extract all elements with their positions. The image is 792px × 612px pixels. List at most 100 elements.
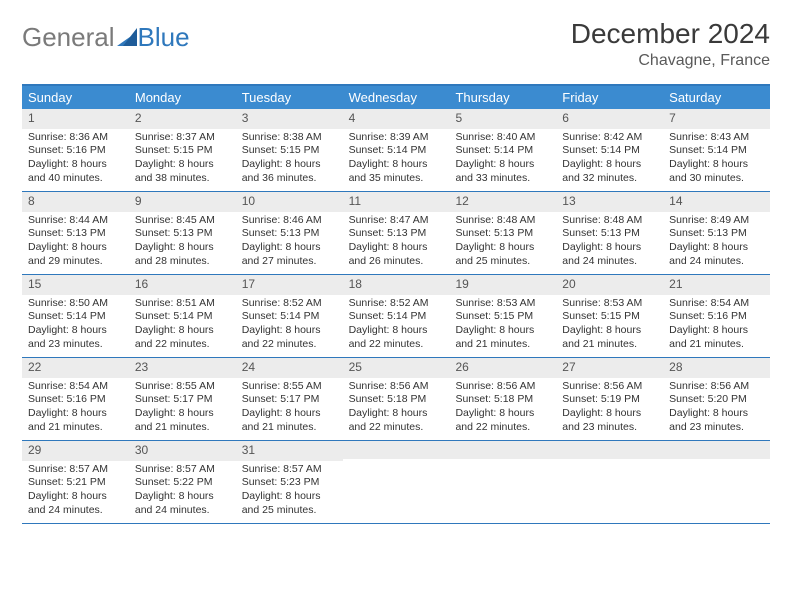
- daylight-line2: and 23 minutes.: [562, 421, 657, 435]
- sunrise-text: Sunrise: 8:56 AM: [455, 380, 550, 394]
- daylight-line1: Daylight: 8 hours: [242, 407, 337, 421]
- sunset-text: Sunset: 5:13 PM: [242, 227, 337, 241]
- daylight-line2: and 21 minutes.: [135, 421, 230, 435]
- sunset-text: Sunset: 5:18 PM: [349, 393, 444, 407]
- daylight-line2: and 25 minutes.: [455, 255, 550, 269]
- weekday-label: Saturday: [663, 86, 770, 109]
- sunrise-text: Sunrise: 8:40 AM: [455, 131, 550, 145]
- sunset-text: Sunset: 5:15 PM: [455, 310, 550, 324]
- daylight-line1: Daylight: 8 hours: [562, 324, 657, 338]
- calendar-week-row: 8Sunrise: 8:44 AMSunset: 5:13 PMDaylight…: [22, 192, 770, 275]
- sunrise-text: Sunrise: 8:49 AM: [669, 214, 764, 228]
- daylight-line1: Daylight: 8 hours: [135, 158, 230, 172]
- daylight-line1: Daylight: 8 hours: [455, 407, 550, 421]
- calendar-day-cell: 13Sunrise: 8:48 AMSunset: 5:13 PMDayligh…: [556, 192, 663, 274]
- day-content: Sunrise: 8:55 AMSunset: 5:17 PMDaylight:…: [236, 378, 343, 439]
- daylight-line1: Daylight: 8 hours: [562, 241, 657, 255]
- sunrise-text: Sunrise: 8:53 AM: [562, 297, 657, 311]
- day-number: 23: [129, 358, 236, 378]
- sunrise-text: Sunrise: 8:48 AM: [562, 214, 657, 228]
- sunset-text: Sunset: 5:13 PM: [28, 227, 123, 241]
- weekday-label: Monday: [129, 86, 236, 109]
- daylight-line2: and 22 minutes.: [349, 338, 444, 352]
- weekday-label: Thursday: [449, 86, 556, 109]
- brand-part1: General: [22, 22, 115, 53]
- calendar-day-cell: [449, 441, 556, 523]
- calendar-day-cell: 30Sunrise: 8:57 AMSunset: 5:22 PMDayligh…: [129, 441, 236, 523]
- day-number: 28: [663, 358, 770, 378]
- day-content: Sunrise: 8:53 AMSunset: 5:15 PMDaylight:…: [556, 295, 663, 356]
- day-number: [449, 441, 556, 459]
- sunrise-text: Sunrise: 8:55 AM: [135, 380, 230, 394]
- daylight-line1: Daylight: 8 hours: [242, 241, 337, 255]
- daylight-line2: and 24 minutes.: [562, 255, 657, 269]
- day-number: 24: [236, 358, 343, 378]
- calendar-day-cell: 15Sunrise: 8:50 AMSunset: 5:14 PMDayligh…: [22, 275, 129, 357]
- day-content: Sunrise: 8:36 AMSunset: 5:16 PMDaylight:…: [22, 129, 129, 190]
- day-content: Sunrise: 8:55 AMSunset: 5:17 PMDaylight:…: [129, 378, 236, 439]
- sunset-text: Sunset: 5:13 PM: [669, 227, 764, 241]
- calendar-grid: SundayMondayTuesdayWednesdayThursdayFrid…: [22, 84, 770, 524]
- daylight-line1: Daylight: 8 hours: [562, 158, 657, 172]
- sunset-text: Sunset: 5:22 PM: [135, 476, 230, 490]
- day-content: Sunrise: 8:49 AMSunset: 5:13 PMDaylight:…: [663, 212, 770, 273]
- day-content: Sunrise: 8:40 AMSunset: 5:14 PMDaylight:…: [449, 129, 556, 190]
- daylight-line2: and 23 minutes.: [28, 338, 123, 352]
- weekday-label: Sunday: [22, 86, 129, 109]
- day-number: 30: [129, 441, 236, 461]
- day-number: 5: [449, 109, 556, 129]
- day-content: Sunrise: 8:56 AMSunset: 5:19 PMDaylight:…: [556, 378, 663, 439]
- sunset-text: Sunset: 5:23 PM: [242, 476, 337, 490]
- calendar-day-cell: 27Sunrise: 8:56 AMSunset: 5:19 PMDayligh…: [556, 358, 663, 440]
- day-content: Sunrise: 8:46 AMSunset: 5:13 PMDaylight:…: [236, 212, 343, 273]
- day-number: 31: [236, 441, 343, 461]
- daylight-line1: Daylight: 8 hours: [135, 324, 230, 338]
- day-number: 4: [343, 109, 450, 129]
- day-number: 2: [129, 109, 236, 129]
- calendar-day-cell: 4Sunrise: 8:39 AMSunset: 5:14 PMDaylight…: [343, 109, 450, 191]
- daylight-line1: Daylight: 8 hours: [455, 241, 550, 255]
- daylight-line2: and 30 minutes.: [669, 172, 764, 186]
- sunrise-text: Sunrise: 8:54 AM: [669, 297, 764, 311]
- daylight-line2: and 29 minutes.: [28, 255, 123, 269]
- sunrise-text: Sunrise: 8:57 AM: [242, 463, 337, 477]
- sunrise-text: Sunrise: 8:52 AM: [349, 297, 444, 311]
- daylight-line2: and 24 minutes.: [135, 504, 230, 518]
- daylight-line1: Daylight: 8 hours: [28, 241, 123, 255]
- sunset-text: Sunset: 5:16 PM: [669, 310, 764, 324]
- day-number: 8: [22, 192, 129, 212]
- weekday-label: Tuesday: [236, 86, 343, 109]
- day-content: Sunrise: 8:37 AMSunset: 5:15 PMDaylight:…: [129, 129, 236, 190]
- day-content: Sunrise: 8:51 AMSunset: 5:14 PMDaylight:…: [129, 295, 236, 356]
- daylight-line1: Daylight: 8 hours: [28, 324, 123, 338]
- day-content: Sunrise: 8:56 AMSunset: 5:18 PMDaylight:…: [449, 378, 556, 439]
- daylight-line1: Daylight: 8 hours: [349, 324, 444, 338]
- sunrise-text: Sunrise: 8:47 AM: [349, 214, 444, 228]
- day-content: Sunrise: 8:52 AMSunset: 5:14 PMDaylight:…: [236, 295, 343, 356]
- calendar-day-cell: 1Sunrise: 8:36 AMSunset: 5:16 PMDaylight…: [22, 109, 129, 191]
- calendar-day-cell: 10Sunrise: 8:46 AMSunset: 5:13 PMDayligh…: [236, 192, 343, 274]
- calendar-day-cell: 17Sunrise: 8:52 AMSunset: 5:14 PMDayligh…: [236, 275, 343, 357]
- day-content: Sunrise: 8:45 AMSunset: 5:13 PMDaylight:…: [129, 212, 236, 273]
- sunset-text: Sunset: 5:13 PM: [349, 227, 444, 241]
- sunrise-text: Sunrise: 8:36 AM: [28, 131, 123, 145]
- day-number: 27: [556, 358, 663, 378]
- sunrise-text: Sunrise: 8:51 AM: [135, 297, 230, 311]
- daylight-line2: and 22 minutes.: [349, 421, 444, 435]
- title-block: December 2024 Chavagne, France: [571, 18, 770, 70]
- day-content: Sunrise: 8:42 AMSunset: 5:14 PMDaylight:…: [556, 129, 663, 190]
- calendar-day-cell: 31Sunrise: 8:57 AMSunset: 5:23 PMDayligh…: [236, 441, 343, 523]
- day-content: Sunrise: 8:57 AMSunset: 5:21 PMDaylight:…: [22, 461, 129, 522]
- sunrise-text: Sunrise: 8:38 AM: [242, 131, 337, 145]
- day-number: [343, 441, 450, 459]
- calendar-day-cell: 7Sunrise: 8:43 AMSunset: 5:14 PMDaylight…: [663, 109, 770, 191]
- day-number: 7: [663, 109, 770, 129]
- day-number: 14: [663, 192, 770, 212]
- calendar-day-cell: 29Sunrise: 8:57 AMSunset: 5:21 PMDayligh…: [22, 441, 129, 523]
- calendar-day-cell: 9Sunrise: 8:45 AMSunset: 5:13 PMDaylight…: [129, 192, 236, 274]
- daylight-line2: and 28 minutes.: [135, 255, 230, 269]
- sunset-text: Sunset: 5:14 PM: [349, 144, 444, 158]
- day-number: 3: [236, 109, 343, 129]
- daylight-line1: Daylight: 8 hours: [562, 407, 657, 421]
- daylight-line1: Daylight: 8 hours: [349, 241, 444, 255]
